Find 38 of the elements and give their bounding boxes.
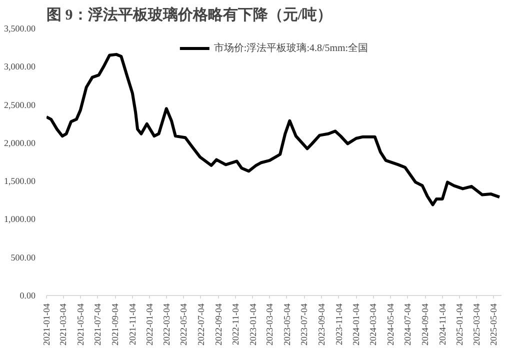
x-tick-label: 2021-01-04 [42, 303, 52, 346]
x-tick-label: 2023-05-04 [282, 303, 292, 346]
x-tick-label: 2021-09-04 [110, 303, 120, 346]
y-tick-label: 3,000.00 [4, 62, 36, 72]
legend-label: 市场价:浮法平板玻璃:4.8/5mm:全国 [214, 42, 368, 55]
x-tick-label: 2023-01-04 [248, 303, 258, 346]
x-tick-label: 2022-07-04 [196, 303, 206, 346]
y-tick-label: 500.00 [10, 252, 36, 262]
y-tick-label: 2,500.00 [4, 100, 36, 110]
x-tick-label: 2024-09-04 [420, 303, 430, 346]
x-tick-label: 2021-05-04 [75, 303, 86, 346]
chart-title: 图 9：浮法平板玻璃价格略有下降（元/吨） [46, 6, 332, 24]
x-tick-label: 2025-05-04 [488, 303, 499, 346]
line-series [46, 52, 502, 206]
x-tick-label: 2023-09-04 [316, 303, 327, 346]
x-tick-label: 2021-03-04 [58, 303, 68, 346]
x-tick-label: 2024-05-04 [385, 303, 396, 346]
y-tick-label: 3,500.00 [4, 24, 36, 34]
x-tick-label: 2023-03-04 [264, 303, 275, 346]
y-tick-label: 1,500.00 [4, 176, 36, 186]
x-tick-label: 2021-11-04 [127, 303, 138, 346]
x-tick-label: 2022-09-04 [213, 303, 224, 346]
x-tick-label: 2022-11-04 [230, 303, 241, 346]
x-tick-label: 2024-03-04 [368, 303, 378, 346]
x-tick-label: 2023-11-04 [334, 303, 344, 346]
y-tick-label: 2,000.00 [4, 138, 36, 148]
x-tick-label: 2023-07-04 [299, 303, 310, 346]
x-tick-label: 2022-01-04 [144, 303, 155, 346]
y-tick-label: 0.00 [20, 290, 36, 300]
x-tick-label: 2025-03-04 [471, 303, 482, 346]
y-tick-label: 1,000.00 [4, 214, 36, 224]
x-tick-label: 2021-07-04 [92, 303, 103, 346]
x-tick-label: 2024-01-04 [351, 303, 362, 346]
x-tick-label: 2022-05-04 [178, 303, 189, 346]
x-tick-label: 2024-07-04 [402, 303, 413, 346]
x-tick-label: 2022-03-04 [161, 303, 172, 346]
x-tick-label: 2025-01-04 [454, 303, 465, 346]
x-tick-label: 2024-11-04 [437, 303, 448, 346]
